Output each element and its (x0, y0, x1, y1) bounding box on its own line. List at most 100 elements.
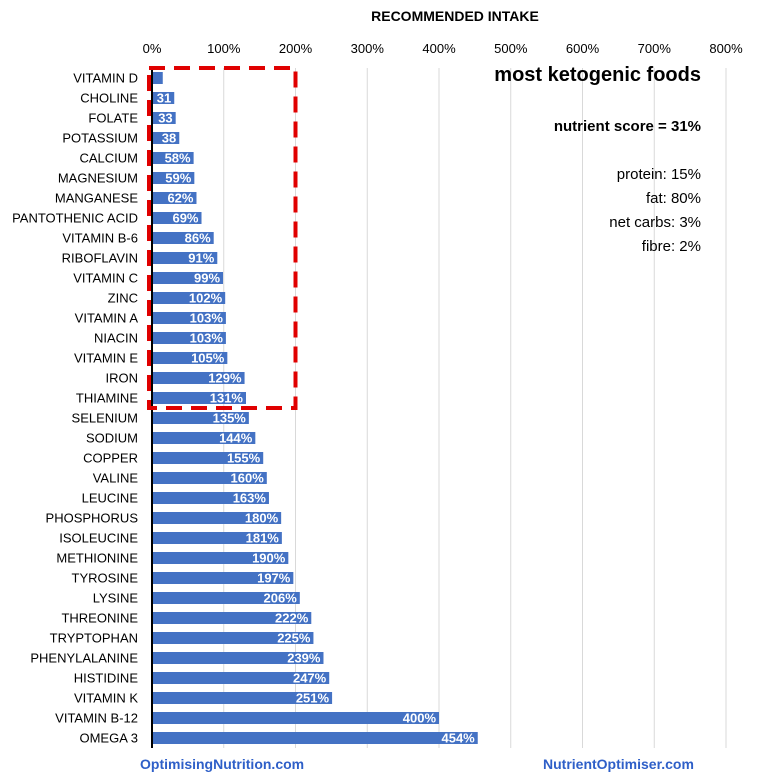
data-label: 131% (210, 391, 244, 406)
data-label: 102% (189, 291, 223, 306)
category-label: FOLATE (88, 111, 138, 126)
data-label: 163% (233, 491, 267, 506)
highlight-box (147, 66, 298, 410)
data-label: 62% (167, 191, 193, 206)
data-label: 33 (158, 111, 172, 126)
data-label: 58% (165, 151, 191, 166)
macro-breakdown: protein: 15% fat: 80% net carbs: 3% fibr… (609, 163, 701, 259)
x-tick-label: 600% (566, 41, 600, 56)
category-label: METHIONINE (56, 551, 138, 566)
category-label: THIAMINE (76, 391, 138, 406)
bar (152, 232, 214, 244)
bar (152, 512, 282, 524)
bar (152, 692, 333, 704)
category-label: CHOLINE (80, 91, 138, 106)
chart-title: most ketogenic foods (494, 64, 701, 86)
category-label: PANTOTHENIC ACID (12, 211, 138, 226)
data-label: 38 (162, 131, 176, 146)
bar (152, 352, 228, 364)
footer-link-optimising-nutrition[interactable]: OptimisingNutrition.com (140, 756, 305, 772)
bar (152, 132, 180, 144)
data-label: 222% (275, 611, 309, 626)
data-label: 190% (252, 551, 286, 566)
category-label: PHOSPHORUS (46, 511, 139, 526)
category-label: VITAMIN K (74, 691, 138, 706)
x-tick-label: 100% (207, 41, 241, 56)
nutrient-score: nutrient score = 31% (553, 118, 701, 135)
bar (152, 452, 264, 464)
data-label: 135% (213, 411, 247, 426)
data-label: 247% (293, 671, 327, 686)
x-axis-title: RECOMMENDED INTAKE (371, 8, 539, 24)
category-label: HISTIDINE (74, 671, 139, 686)
data-label: 99% (194, 271, 220, 286)
data-label: 454% (441, 731, 475, 746)
bar (152, 152, 194, 164)
category-label: OMEGA 3 (79, 731, 138, 746)
data-label: 103% (190, 331, 224, 346)
x-tick-label: 300% (351, 41, 385, 56)
category-label: ZINC (108, 291, 138, 306)
data-label: 206% (264, 591, 298, 606)
category-label: TRYPTOPHAN (50, 631, 138, 646)
bar (152, 332, 226, 344)
category-label: ISOLEUCINE (59, 531, 138, 546)
category-label: LEUCINE (82, 491, 139, 506)
bar (152, 632, 314, 644)
bar (152, 72, 163, 84)
category-label: THREONINE (61, 611, 138, 626)
data-label: 160% (231, 471, 265, 486)
bar (152, 192, 197, 204)
category-label: VITAMIN B-12 (55, 711, 138, 726)
data-label: 400% (403, 711, 437, 726)
data-label: 91% (188, 251, 214, 266)
category-label: CALCIUM (79, 151, 138, 166)
bar (152, 172, 195, 184)
x-tick-label: 700% (638, 41, 672, 56)
bar (152, 92, 175, 104)
bar (152, 292, 226, 304)
footer-link-nutrient-optimiser[interactable]: NutrientOptimiser.com (543, 756, 694, 772)
category-label: MAGNESIUM (58, 171, 138, 186)
data-label: 144% (219, 431, 253, 446)
category-label: SELENIUM (72, 411, 138, 426)
category-label: VITAMIN A (75, 311, 139, 326)
category-label: TYROSINE (72, 571, 139, 586)
bar (152, 392, 246, 404)
data-label: 251% (296, 691, 330, 706)
bar (152, 112, 176, 124)
bar (152, 312, 226, 324)
data-label: 181% (246, 531, 280, 546)
data-label: 197% (257, 571, 291, 586)
data-label: 129% (208, 371, 242, 386)
bar (152, 472, 267, 484)
macro-net-carbs: net carbs: 3% (609, 214, 701, 231)
bar (152, 212, 202, 224)
category-label: COPPER (83, 451, 138, 466)
data-label: 69% (172, 211, 198, 226)
macro-fat: fat: 80% (645, 190, 701, 207)
category-label: VITAMIN B-6 (62, 231, 138, 246)
category-label: RIBOFLAVIN (62, 251, 138, 266)
macro-fibre: fibre: 2% (641, 238, 701, 255)
x-tick-label: 500% (494, 41, 528, 56)
bar (152, 252, 218, 264)
bar (152, 492, 269, 504)
category-label: VITAMIN D (73, 71, 138, 86)
bar (152, 592, 300, 604)
x-tick-label: 400% (422, 41, 456, 56)
data-label: 59% (165, 171, 191, 186)
bar (152, 272, 224, 284)
bar (152, 412, 249, 424)
bar (152, 432, 256, 444)
category-label: NIACIN (94, 331, 138, 346)
bar (152, 552, 289, 564)
bar (152, 732, 478, 744)
data-label: 155% (227, 451, 261, 466)
data-label: 31 (157, 91, 171, 106)
bar (152, 532, 282, 544)
x-tick-label: 800% (709, 41, 743, 56)
data-label: 180% (245, 511, 279, 526)
bar (152, 572, 294, 584)
